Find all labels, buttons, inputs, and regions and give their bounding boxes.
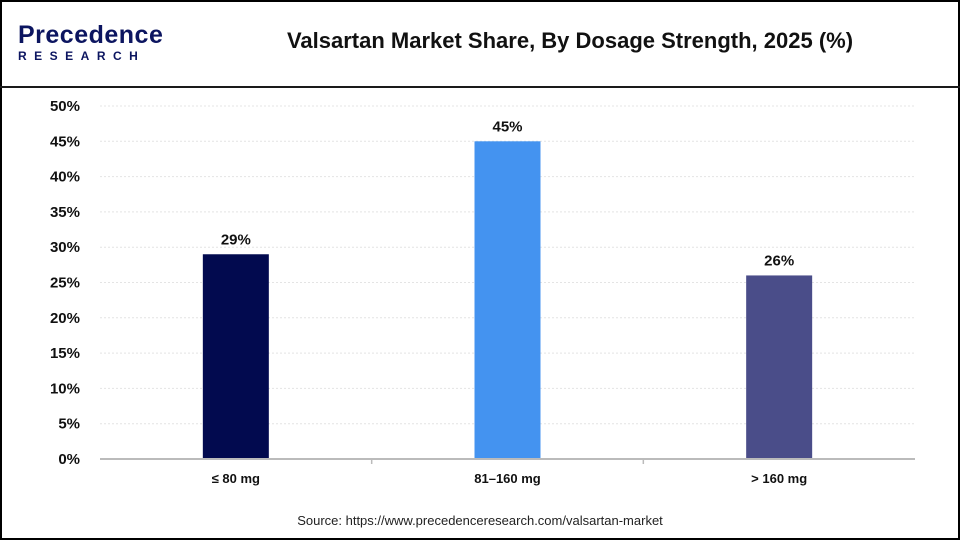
source-text: Source: https://www.precedenceresearch.c…: [297, 513, 663, 528]
bar: [202, 254, 269, 459]
bar: [474, 141, 541, 460]
data-label: 26%: [764, 252, 794, 269]
y-tick-label: 45%: [50, 133, 80, 150]
logo-line2: RESEARCH: [18, 49, 146, 63]
x-tick-label: 81–160 mg: [474, 471, 541, 486]
y-tick-label: 35%: [50, 204, 80, 221]
logo: Precedence RESEARCH: [18, 22, 163, 63]
y-tick-label: 25%: [50, 275, 80, 292]
bar: [746, 275, 813, 459]
y-tick-label: 5%: [58, 416, 80, 433]
header: Precedence RESEARCH Valsartan Market Sha…: [0, 0, 960, 88]
y-tick-label: 50%: [50, 98, 80, 115]
y-tick-label: 20%: [50, 310, 80, 327]
data-label: 45%: [492, 118, 522, 135]
logo-line1: Precedence: [18, 21, 164, 49]
data-label: 29%: [221, 231, 251, 248]
y-tick-label: 40%: [50, 169, 80, 186]
x-tick-label: > 160 mg: [751, 471, 807, 486]
y-tick-label: 15%: [50, 345, 80, 362]
y-tick-label: 0%: [58, 451, 80, 468]
x-tick-label: ≤ 80 mg: [212, 471, 260, 486]
y-tick-label: 10%: [50, 380, 80, 397]
y-tick-label: 30%: [50, 239, 80, 256]
chart-title: Valsartan Market Share, By Dosage Streng…: [286, 28, 854, 53]
